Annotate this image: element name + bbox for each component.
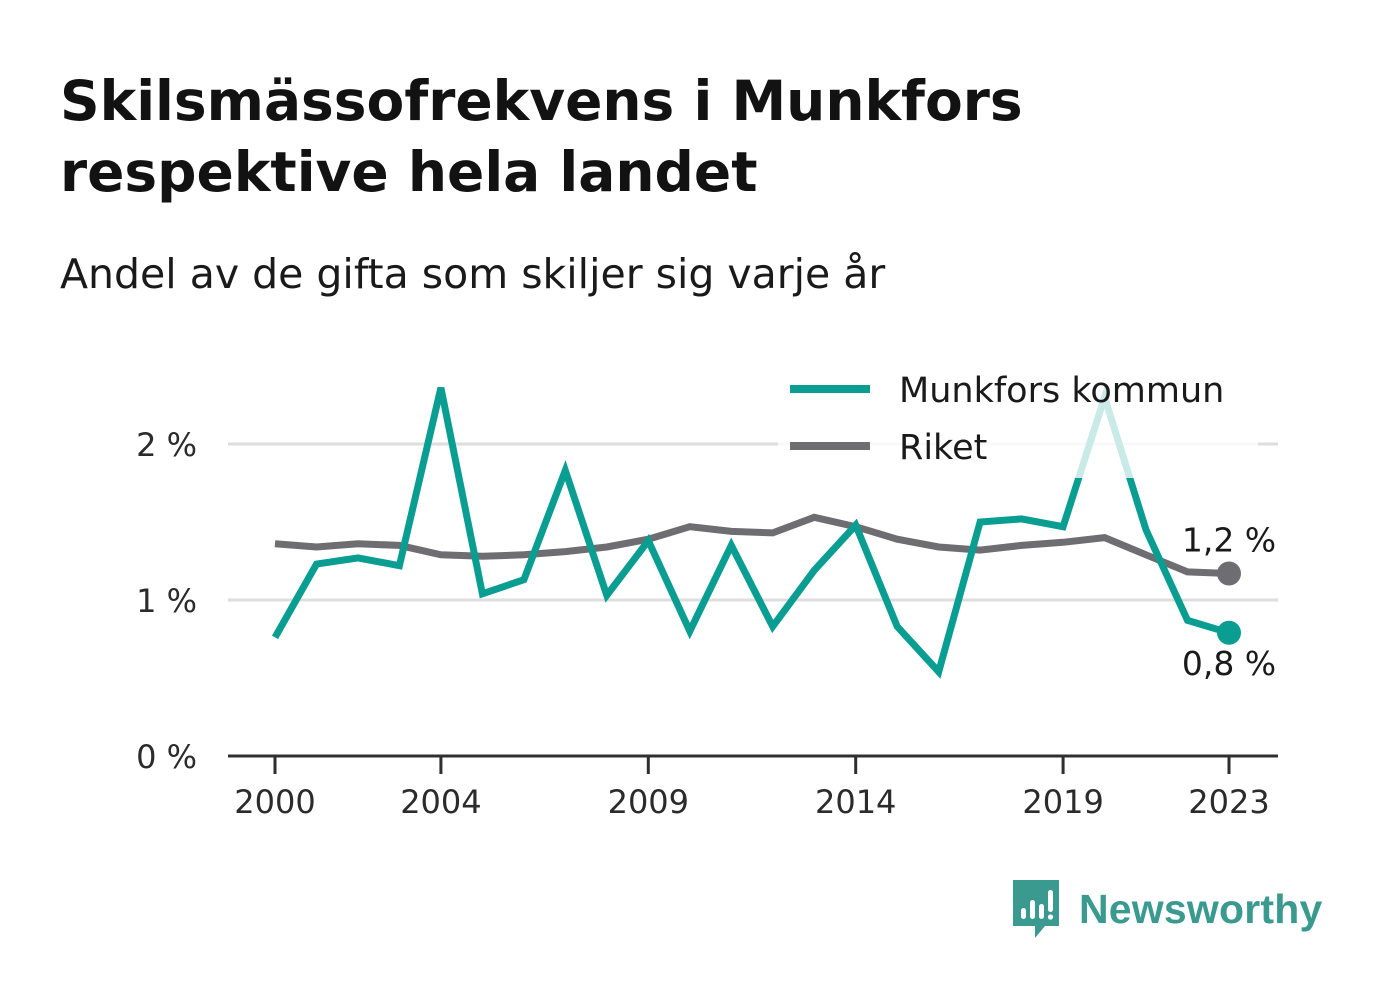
brand-name: Newsworthy — [1079, 885, 1323, 932]
y-tick-label: 2 % — [136, 426, 197, 464]
x-tick-label: 2004 — [400, 783, 481, 821]
series-line-munkfors — [271, 385, 1231, 679]
legend-label: Riket — [899, 428, 987, 468]
x-tick-label: 2000 — [234, 783, 315, 821]
x-tick-label: 2019 — [1022, 783, 1103, 821]
legend-background — [778, 360, 1258, 478]
x-tick-label: 2009 — [608, 783, 689, 821]
end-label: 0,8 % — [1182, 644, 1276, 683]
x-tick-label: 2014 — [815, 783, 896, 821]
x-tick-label: 2023 — [1188, 783, 1269, 821]
chart-title: Skilsmässofrekvens i Munkfors respektive… — [60, 69, 1023, 204]
line-chart: 0 % 1 % 2 % 2000 2004 2009 2014 2019 2023 Munkfor… — [136, 360, 1278, 821]
end-marker — [1217, 620, 1241, 645]
y-tick-label: 0 % — [136, 738, 197, 776]
legend-label: Munkfors kommun — [899, 371, 1224, 411]
end-marker — [1217, 561, 1241, 586]
series-line-riket — [274, 513, 1230, 577]
end-label: 1,2 % — [1182, 520, 1276, 559]
newsworthy-logo-icon — [1013, 880, 1059, 938]
chart-subtitle: Andel av de gifta som skiljer sig varje … — [60, 250, 886, 298]
newsworthy-brand: Newsworthy — [1011, 878, 1323, 940]
y-tick-label: 1 % — [136, 582, 197, 620]
